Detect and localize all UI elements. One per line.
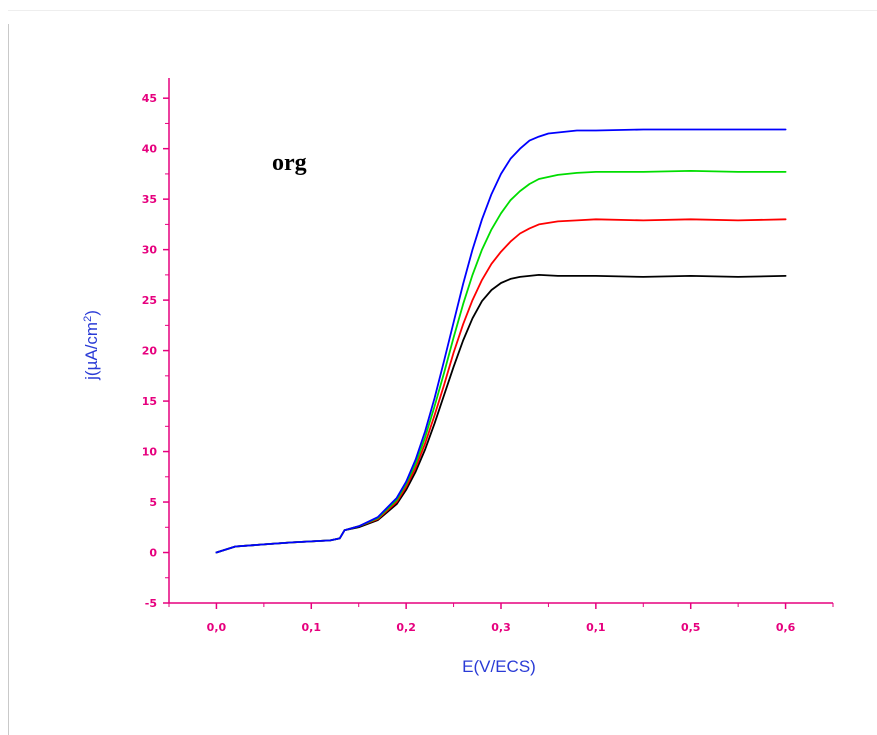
- y-tick-label: 25: [142, 294, 157, 307]
- x-tick-label: 0,2: [396, 621, 416, 634]
- chart-annotation: org: [272, 150, 307, 176]
- frame-top-border: [8, 10, 877, 11]
- axes: 0,0 0,1 0,2 0,3 0,1 0,5 0,6 -5 0 5 10 15 20 25 30 35 40 4…: [142, 78, 834, 634]
- x-tick-label: 0,1: [302, 621, 322, 634]
- y-tick-label: 15: [142, 395, 157, 408]
- x-tick-label: 0,6: [776, 621, 796, 634]
- frame-left-border: [8, 24, 9, 735]
- series-line-4: [215, 128, 787, 554]
- y-tick-label: 10: [142, 446, 158, 459]
- x-tick-label: 0,0: [207, 621, 227, 634]
- y-tick-label: 0: [149, 547, 157, 560]
- y-tick-label: 45: [142, 92, 157, 105]
- y-tick-label: 30: [142, 244, 158, 257]
- series-layer: [215, 128, 787, 554]
- series-line-3: [215, 169, 787, 554]
- y-axis-title-main: j(µA/cm: [82, 322, 101, 381]
- y-tick-label: 35: [142, 193, 157, 206]
- y-axis-title: j(µA/cm2): [82, 310, 101, 381]
- x-tick-label: 0,3: [491, 621, 511, 634]
- y-tick-label: 5: [149, 496, 157, 509]
- series-line-2: [215, 218, 787, 554]
- series-line-1: [215, 273, 787, 554]
- y-axis-title-superscript: 2: [82, 316, 94, 322]
- y-tick-label: -5: [145, 597, 157, 610]
- x-tick-label: 0,1: [586, 621, 606, 634]
- y-tick-label: 40: [142, 143, 158, 156]
- x-axis-title: E(V/ECS): [462, 657, 536, 676]
- y-axis-title-close: ): [82, 310, 101, 316]
- y-tick-label: 20: [142, 345, 158, 358]
- x-tick-label: 0,5: [681, 621, 701, 634]
